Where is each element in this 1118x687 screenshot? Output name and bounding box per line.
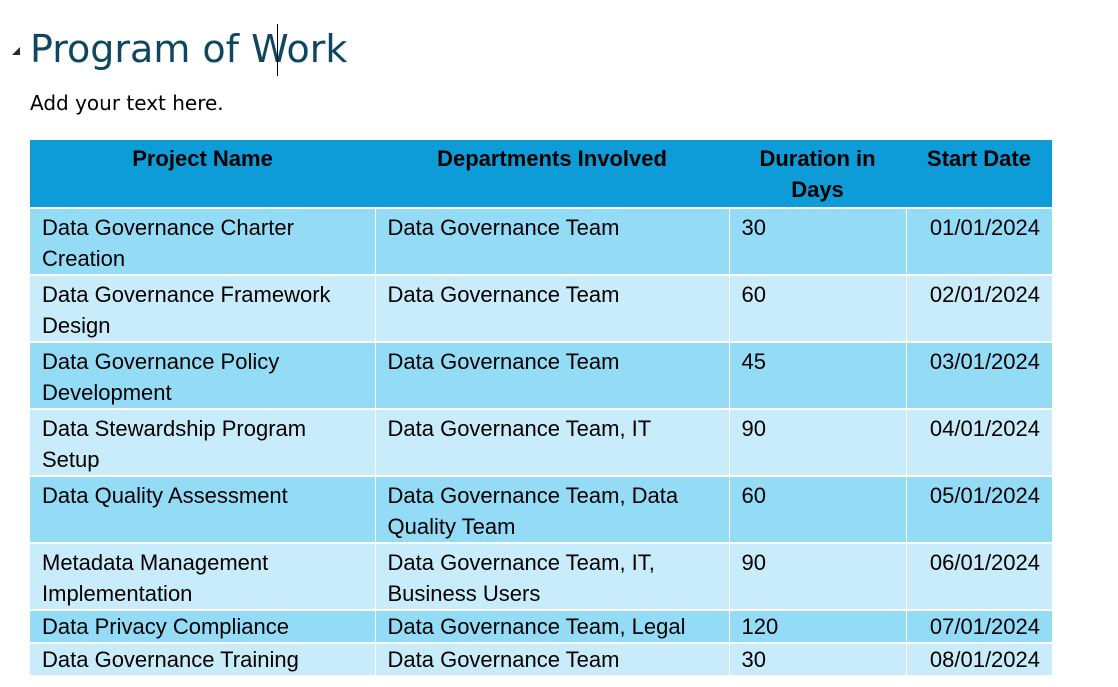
table-row: Data Governance Policy Development Data … [30,341,1052,409]
project-name-cell[interactable]: Data Governance Framework Design [30,274,375,342]
project-name-cell[interactable]: Data Governance Training [30,642,375,675]
departments-cell[interactable]: Data Governance Team [374,274,729,342]
duration-cell[interactable]: 30 [728,642,906,675]
header-start-date: Start Date [906,140,1052,208]
duration-cell[interactable]: 45 [728,341,906,409]
header-departments-involved: Departments Involved [375,140,729,208]
start-date-cell[interactable]: 03/01/2024 [905,341,1052,409]
body-paragraph[interactable]: Add your text here. [30,91,224,115]
departments-cell[interactable]: Data Governance Team, IT, Business Users [374,542,729,610]
program-of-work-table: Project Name Departments Involved Durati… [30,140,1052,675]
start-date-cell[interactable]: 01/01/2024 [905,207,1052,275]
departments-cell[interactable]: Data Governance Team, Legal [374,609,729,643]
departments-cell[interactable]: Data Governance Team [374,642,729,675]
heading-row: Program of Work [12,22,347,76]
table-row: Data Governance Training Data Governance… [30,642,1052,675]
page-title[interactable]: Program of Work [30,24,348,76]
table-row: Data Stewardship Program Setup Data Gove… [30,408,1052,476]
start-date-cell[interactable]: 05/01/2024 [905,475,1052,543]
duration-cell[interactable]: 90 [728,542,906,610]
table-header-row: Project Name Departments Involved Durati… [30,140,1052,208]
start-date-cell[interactable]: 08/01/2024 [905,642,1052,675]
start-date-cell[interactable]: 07/01/2024 [905,609,1052,643]
departments-cell[interactable]: Data Governance Team [374,341,729,409]
departments-cell[interactable]: Data Governance Team [374,207,729,275]
departments-cell[interactable]: Data Governance Team, IT [374,408,729,476]
project-name-cell[interactable]: Data Governance Charter Creation [30,207,375,275]
duration-cell[interactable]: 30 [728,207,906,275]
table-row: Metadata Management Implementation Data … [30,542,1052,610]
start-date-cell[interactable]: 04/01/2024 [905,408,1052,476]
header-project-name: Project Name [30,140,375,208]
start-date-cell[interactable]: 02/01/2024 [905,274,1052,342]
departments-cell[interactable]: Data Governance Team, Data Quality Team [374,475,729,543]
duration-cell[interactable]: 60 [728,475,906,543]
text-cursor [277,24,278,76]
duration-cell[interactable]: 90 [728,408,906,476]
project-name-cell[interactable]: Data Quality Assessment [30,475,375,543]
project-name-cell[interactable]: Data Governance Policy Development [30,341,375,409]
duration-cell[interactable]: 120 [728,609,906,643]
project-name-cell[interactable]: Metadata Management Implementation [30,542,375,610]
collapse-heading-icon[interactable] [12,47,20,55]
header-duration-in-days: Duration in Days [729,140,906,208]
table-row: Data Quality Assessment Data Governance … [30,475,1052,543]
page-title-text: Program of Work [30,27,348,71]
table-row: Data Governance Charter Creation Data Go… [30,207,1052,275]
start-date-cell[interactable]: 06/01/2024 [905,542,1052,610]
table-row: Data Privacy Compliance Data Governance … [30,609,1052,643]
project-name-cell[interactable]: Data Stewardship Program Setup [30,408,375,476]
table-row: Data Governance Framework Design Data Go… [30,274,1052,342]
duration-cell[interactable]: 60 [728,274,906,342]
project-name-cell[interactable]: Data Privacy Compliance [30,609,375,643]
